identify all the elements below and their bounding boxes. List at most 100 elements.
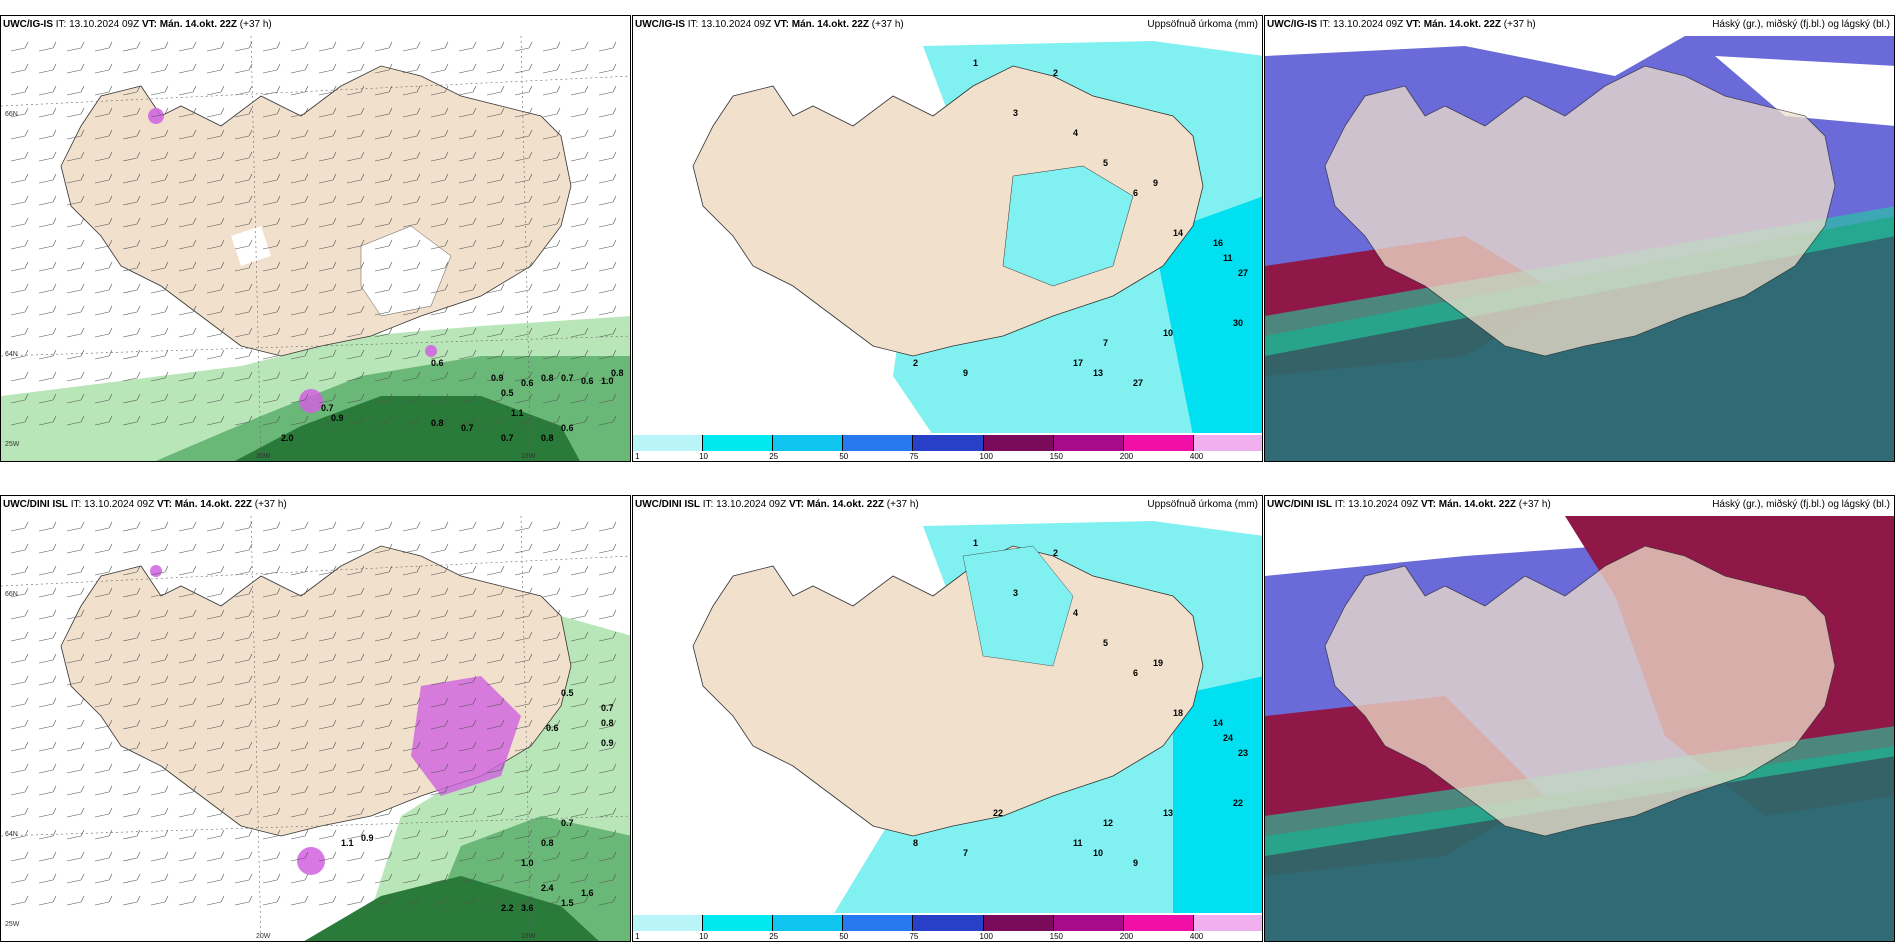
panel-title: UWC/DINI ISL IT: 13.10.2024 09Z VT: Mán.… [3,499,287,510]
wind-barb [94,91,110,96]
wind-barb [178,113,194,118]
panel-title: UWC/IG-IS IT: 13.10.2024 09Z VT: Mán. 14… [3,19,272,30]
wind-barb [374,113,390,118]
wind-barb-flag [444,653,449,661]
wind-barb-flag [52,173,57,181]
wind-barb-flag [388,151,393,159]
wind-barb-flag [388,587,393,595]
wind-barb-flag [528,565,533,573]
wind-barb [10,637,26,642]
wind-barb [66,223,82,228]
wind-barb-flag [416,41,421,49]
wind-barb [290,421,306,426]
wind-barb [66,571,82,576]
wind-barb-flag [164,697,169,705]
wind-barb [38,135,54,140]
value-label: 5 [1103,158,1108,168]
wind-barb [402,223,418,228]
wind-barb-flag [304,327,309,335]
wind-barb [374,421,390,426]
wind-barb [178,157,194,162]
wind-barb [66,333,82,338]
wind-barb-flag [220,217,225,225]
wind-barb [598,549,614,554]
wind-barb-flag [360,129,365,137]
wind-barb-flag [80,151,85,159]
wind-barb [318,615,334,620]
wind-barb [430,223,446,228]
wind-barb [598,267,614,272]
wind-barb-flag [220,587,225,595]
wind-barb-flag [304,873,309,881]
wind-barb [486,333,502,338]
lat-label-66n: 66N [5,111,18,118]
wind-barb [178,791,194,796]
wind-barb [430,135,446,140]
value-label: 14 [1173,228,1183,238]
wind-barb [122,135,138,140]
wind-barb-flag [584,129,589,137]
wind-barb [374,223,390,228]
wind-barb [290,355,306,360]
wind-barb [542,747,558,752]
wind-barb [262,637,278,642]
wind-barb-flag [500,327,505,335]
wind-barb [38,91,54,96]
wind-barb-flag [24,261,29,269]
wind-barb [150,421,166,426]
wind-barb-flag [52,63,57,71]
wind-barb [66,91,82,96]
wind-barb [206,835,222,840]
wind-barb [486,879,502,884]
value-label: 22 [993,808,1003,818]
wind-barb [318,879,334,884]
wind-barb [570,399,586,404]
wind-barb-flag [332,587,337,595]
wind-barb-flag [472,807,477,815]
wind-barb [206,113,222,118]
wind-barb [598,223,614,228]
wind-barb [234,333,250,338]
wind-barb-flag [388,415,393,423]
wind-barb [542,549,558,554]
wind-barb [570,813,586,818]
wind-barb [570,879,586,884]
wind-barb [542,223,558,228]
wind-barb [150,267,166,272]
wind-barb [206,267,222,272]
value-label: 1.5 [561,898,574,908]
wind-barb [206,399,222,404]
wind-barb-flag [416,371,421,379]
wind-barb [66,267,82,272]
wind-barb [150,593,166,598]
wind-barb-flag [220,283,225,291]
wind-barb-flag [500,151,505,159]
wind-barb-flag [360,565,365,573]
wind-barb-flag [136,85,141,93]
wind-barb [66,179,82,184]
wind-barb [402,245,418,250]
wind-barb [598,527,614,532]
wind-barb-flag [52,653,57,661]
wind-barb [290,311,306,316]
value-label: 8 [913,838,918,848]
wind-barb [10,813,26,818]
wind-barb-flag [528,741,533,749]
wind-barb-flag [332,393,337,401]
wind-barb-flag [192,393,197,401]
wind-barb-flag [556,85,561,93]
wind-barb [402,571,418,576]
wind-barb-flag [248,697,253,705]
wind-barb-flag [416,873,421,881]
wind-barb-flag [192,107,197,115]
wind-barb-flag [52,195,57,203]
wind-barb-flag [416,631,421,639]
wind-barb [178,813,194,818]
colorbar-segment [773,435,844,451]
value-label: 0.9 [491,373,504,383]
wind-barb-flag [24,371,29,379]
wind-barb-flag [612,261,617,269]
wind-barb [318,355,334,360]
wind-barb [234,91,250,96]
wind-barb-flag [108,653,113,661]
